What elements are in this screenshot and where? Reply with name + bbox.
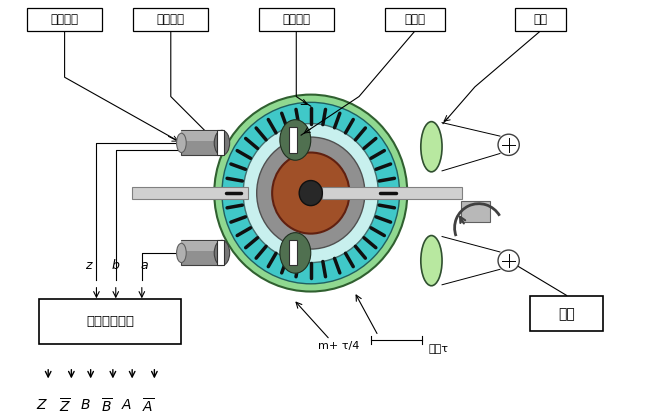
- Bar: [217, 240, 224, 266]
- Bar: [181, 131, 222, 156]
- Text: 码盘基片: 码盘基片: [282, 13, 310, 26]
- Ellipse shape: [257, 137, 365, 249]
- Text: $\mathit{Z}$: $\mathit{Z}$: [37, 398, 48, 412]
- Text: 信号处理装置: 信号处理装置: [86, 315, 134, 328]
- Text: 光敏元件: 光敏元件: [50, 13, 78, 26]
- Bar: [530, 296, 604, 331]
- Bar: [259, 8, 334, 31]
- Ellipse shape: [280, 120, 311, 160]
- Ellipse shape: [421, 236, 442, 286]
- Ellipse shape: [214, 131, 230, 156]
- Text: $\mathit{A}$: $\mathit{A}$: [121, 398, 132, 412]
- Text: m+ τ/4: m+ τ/4: [319, 341, 360, 351]
- Circle shape: [498, 250, 519, 271]
- Ellipse shape: [177, 133, 186, 153]
- Bar: [461, 201, 490, 222]
- Ellipse shape: [222, 102, 400, 284]
- Text: 透光狭缝: 透光狭缝: [157, 13, 185, 26]
- Text: $\mathit{\overline{A}}$: $\mathit{\overline{A}}$: [143, 398, 155, 416]
- Ellipse shape: [299, 181, 322, 206]
- Ellipse shape: [243, 123, 378, 263]
- Bar: [217, 131, 224, 156]
- Ellipse shape: [214, 240, 230, 266]
- Bar: [322, 187, 462, 199]
- Text: 透镜: 透镜: [533, 13, 548, 26]
- Text: z: z: [86, 259, 92, 272]
- Ellipse shape: [280, 233, 311, 273]
- Bar: [181, 131, 222, 141]
- Text: b: b: [112, 259, 120, 272]
- Ellipse shape: [177, 243, 186, 263]
- Bar: [385, 8, 445, 31]
- Ellipse shape: [421, 122, 442, 172]
- Bar: [133, 8, 208, 31]
- Text: 节距τ: 节距τ: [428, 344, 449, 354]
- Text: $\mathit{\overline{Z}}$: $\mathit{\overline{Z}}$: [58, 398, 70, 416]
- Circle shape: [498, 134, 519, 156]
- Bar: [181, 240, 222, 266]
- Text: 光源: 光源: [558, 307, 575, 321]
- Text: $\mathit{\overline{B}}$: $\mathit{\overline{B}}$: [102, 398, 113, 416]
- Ellipse shape: [214, 95, 407, 291]
- Bar: [289, 128, 297, 153]
- Text: 光松板: 光松板: [404, 13, 426, 26]
- Bar: [27, 8, 102, 31]
- Bar: [181, 241, 222, 251]
- Bar: [39, 299, 181, 344]
- Ellipse shape: [272, 153, 349, 234]
- Bar: [289, 240, 297, 266]
- Text: a: a: [141, 259, 149, 272]
- Text: $\mathit{B}$: $\mathit{B}$: [80, 398, 90, 412]
- Bar: [132, 187, 248, 199]
- Bar: [515, 8, 566, 31]
